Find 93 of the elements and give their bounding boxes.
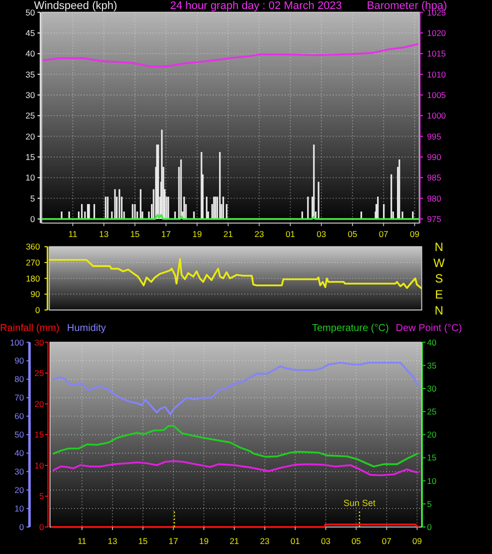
y2-axis-title: Temperature (°C) bbox=[312, 323, 389, 334]
y2-tick-label: 0 bbox=[427, 522, 432, 532]
y2-tick-label: 1010 bbox=[427, 69, 446, 80]
y-tick-label: 0 bbox=[39, 522, 44, 532]
y2-tick-label: 5 bbox=[427, 498, 432, 509]
y2-tick-label: 40 bbox=[427, 337, 437, 348]
y-axis-title: Rainfall (mm) bbox=[0, 323, 60, 334]
y3-tick-label: 90 bbox=[14, 356, 24, 366]
y-tick-label: 50 bbox=[26, 7, 36, 18]
x-tick-label: 11 bbox=[78, 536, 87, 546]
x-tick-label: 23 bbox=[260, 536, 270, 546]
text: Dew Point (°C) bbox=[396, 323, 462, 334]
ref-line-label: Sun Set bbox=[343, 498, 376, 508]
y3-tick-label: 70 bbox=[14, 392, 24, 403]
y3-tick-label: 60 bbox=[14, 411, 24, 422]
y2-tick-label: 1015 bbox=[427, 48, 446, 59]
text: E bbox=[434, 287, 444, 302]
line-series bbox=[52, 424, 419, 468]
y3-tick-label: 20 bbox=[14, 485, 24, 496]
x-tick-label: 13 bbox=[108, 536, 118, 546]
line-series bbox=[52, 362, 419, 416]
y-tick-label: 40 bbox=[26, 48, 36, 59]
y-tick-label: 5 bbox=[30, 193, 36, 204]
y-tick-label: 30 bbox=[26, 90, 36, 100]
y2-tick-label: 1020 bbox=[427, 28, 446, 38]
y2-tick-label: 980 bbox=[427, 193, 442, 204]
y2-tick-label: 990 bbox=[427, 152, 442, 162]
y-tick-label: 5 bbox=[39, 491, 44, 502]
x-tick-label: 13 bbox=[99, 229, 109, 239]
chart-title: 24 hour graph day : 02 March 2023 bbox=[170, 0, 342, 12]
x-tick-label: 09 bbox=[412, 536, 422, 546]
y2-axis-title: Barometer (hpa) bbox=[366, 0, 447, 12]
x-tick-label: 09 bbox=[410, 229, 420, 239]
x-tick-label: 19 bbox=[192, 229, 202, 239]
y-tick-label: 15 bbox=[26, 152, 36, 162]
y3-tick-label: 40 bbox=[14, 448, 24, 458]
y2-tick-label: 35 bbox=[427, 360, 437, 370]
y2-tick-label: 1005 bbox=[427, 90, 446, 100]
y-tick-label: 270 bbox=[26, 258, 40, 268]
y-tick-label: 360 bbox=[26, 242, 40, 252]
y3-tick-label: 100 bbox=[10, 337, 24, 348]
y2-tick-label: 975 bbox=[427, 214, 442, 224]
text: N bbox=[434, 240, 444, 254]
y-tick-label: 90 bbox=[30, 289, 40, 300]
y3-tick-label: 80 bbox=[14, 374, 24, 384]
y3-tick-label: 30 bbox=[14, 466, 24, 477]
x-tick-label: 21 bbox=[223, 229, 234, 239]
y2-tick-label: 20 bbox=[427, 430, 437, 440]
y2-tick-label: 985 bbox=[427, 172, 442, 183]
y3-tick-label: 50 bbox=[14, 430, 24, 440]
y2-tick-label: 995 bbox=[427, 131, 442, 142]
x-tick-label: 05 bbox=[348, 229, 358, 239]
x-tick-label: 15 bbox=[138, 536, 148, 546]
y2-tick-label: 10 bbox=[427, 476, 437, 486]
y2-tick-label: 25 bbox=[427, 406, 437, 417]
y3-tick-label: 10 bbox=[14, 504, 24, 514]
y-tick-label: 0 bbox=[35, 304, 40, 315]
y-tick-label: 35 bbox=[26, 69, 36, 80]
x-tick-label: 17 bbox=[168, 536, 178, 546]
y2-tick-label: 15 bbox=[427, 452, 437, 463]
y-tick-label: 25 bbox=[34, 368, 44, 378]
x-tick-label: 01 bbox=[290, 536, 300, 546]
x-tick-label: 17 bbox=[161, 229, 172, 239]
y-tick-label: 0 bbox=[30, 214, 36, 224]
line-series bbox=[52, 460, 419, 476]
x-tick-label: 11 bbox=[68, 229, 78, 239]
x-tick-label: 21 bbox=[230, 536, 240, 546]
x-tick-label: 19 bbox=[199, 536, 209, 546]
y2-tick-label: 1000 bbox=[427, 110, 446, 121]
y-tick-label: 15 bbox=[34, 430, 44, 440]
text: N bbox=[434, 303, 444, 318]
x-tick-label: 01 bbox=[286, 229, 296, 239]
y3-tick-label: 0 bbox=[19, 522, 24, 532]
x-tick-label: 15 bbox=[130, 229, 140, 239]
y-tick-label: 10 bbox=[26, 172, 36, 183]
text: W bbox=[433, 256, 446, 270]
y-tick-label: 30 bbox=[34, 337, 44, 348]
x-tick-label: 05 bbox=[351, 536, 362, 546]
text: S bbox=[434, 272, 444, 286]
y3-axis-title: Humidity bbox=[67, 323, 106, 334]
y-tick-label: 25 bbox=[26, 110, 36, 121]
x-tick-label: 03 bbox=[320, 536, 331, 546]
y-tick-label: 45 bbox=[26, 28, 36, 38]
x-tick-label: 03 bbox=[316, 229, 326, 239]
x-tick-label: 07 bbox=[382, 536, 392, 546]
y-tick-label: 10 bbox=[34, 460, 44, 470]
x-tick-label: 07 bbox=[378, 229, 389, 239]
y-tick-label: 20 bbox=[26, 131, 36, 142]
y-tick-label: 20 bbox=[34, 398, 44, 409]
y-tick-label: 180 bbox=[26, 273, 40, 284]
y-axis-title: Windspeed (kph) bbox=[34, 0, 118, 12]
x-tick-label: 23 bbox=[254, 229, 264, 239]
y2-tick-label: 30 bbox=[427, 383, 437, 394]
